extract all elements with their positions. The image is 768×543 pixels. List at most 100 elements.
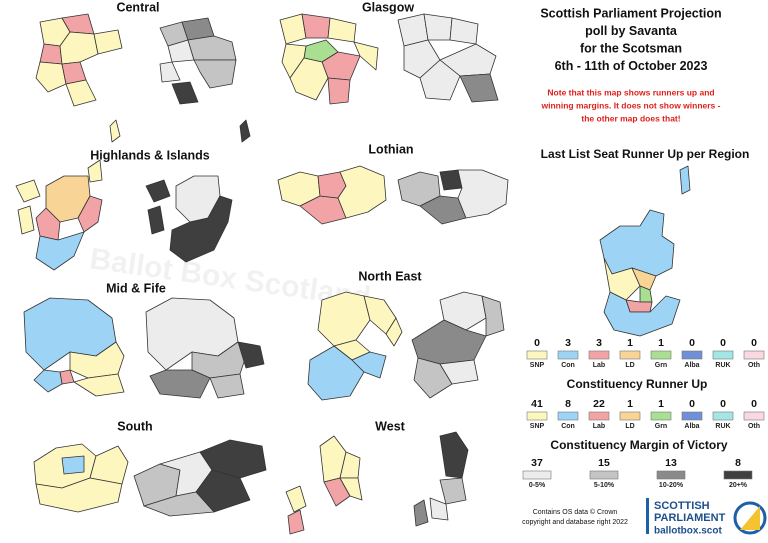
region-shape [679,165,691,195]
count: 0 [689,337,695,349]
region-shape [439,359,479,385]
region-shape [15,179,41,203]
region-shape [337,165,387,219]
region-shape [457,169,509,219]
region-shape [61,455,85,475]
region-shape [327,77,351,105]
region-shape [603,291,681,337]
party-label: Con [561,362,575,369]
region-label: Central [116,0,159,14]
region-label: Glasgow [362,0,414,14]
region-shape [17,205,35,235]
party-label: LD [625,362,634,369]
note-line: Note that this map shows runners up and [547,87,714,97]
party-label: Con [561,423,575,430]
swatch [619,411,641,421]
logo-mark [740,506,760,530]
section-heading: Last List Seat Runner Up per Region [541,147,750,161]
count: 0 [689,398,695,410]
region-shape [147,205,165,235]
count: 0 [751,398,757,410]
region-shape [59,369,75,385]
region-shape [145,179,171,203]
title-line: 6th - 11th of October 2023 [555,59,708,73]
region-shape [35,231,85,271]
swatch [557,350,579,360]
swatch [526,411,548,421]
region-shape [419,59,461,101]
swatch [557,411,579,421]
region-shape [481,295,505,337]
swatch [650,411,672,421]
region-shape [423,13,453,41]
title-line: poll by Savanta [585,24,678,38]
section-heading: Constituency Margin of Victory [550,438,727,452]
region-shape [385,317,403,347]
party-label: Lab [593,423,605,430]
region-shape [33,369,63,393]
footer-line: Contains OS data © Crown [533,508,618,516]
swatch [712,350,734,360]
party-label: SNP [530,362,545,369]
count: 3 [565,337,571,349]
region-shape [339,477,363,501]
region-shape [439,431,469,479]
section-heading: Constituency Runner Up [567,377,708,391]
swatch [526,350,548,360]
region-label: Highlands & Islands [90,148,210,162]
logo-text: PARLIAMENT [654,512,726,524]
region-shape [327,17,357,43]
swatch [522,470,552,480]
region-shape [169,195,233,263]
logo-text: ballotbox.scot [654,526,722,537]
count: 0 [720,337,726,349]
region-shape [69,341,125,379]
region-shape [459,73,499,103]
swatch [743,411,765,421]
logo-text: SCOTTISH [654,500,710,512]
region-shape [143,491,215,517]
region-shape [625,299,653,313]
region-shape [159,61,181,83]
count: 3 [596,337,602,349]
count: 1 [658,398,664,410]
swatch [743,350,765,360]
region-shape [599,209,675,277]
party-label: Oth [748,362,760,369]
logo: SCOTTISH PARLIAMENT ballotbox.scot [646,498,767,537]
region-shape [317,291,371,347]
region-shape [439,477,467,505]
region-shape [39,43,63,65]
swatch [588,350,610,360]
region-shape [89,445,129,485]
region-shape [65,79,97,107]
margin-label: 10-20% [659,482,684,489]
party-label: Alba [684,423,699,430]
party-label: SNP [530,423,545,430]
logo-bar [646,498,649,534]
count: 13 [665,457,677,469]
count: 8 [735,457,741,469]
region-shape [353,41,379,71]
swatch [712,411,734,421]
region-shape [285,485,307,513]
swatch [681,411,703,421]
region-shape [449,17,479,45]
party-label: Lab [593,362,605,369]
count: 22 [593,398,605,410]
swatch [588,411,610,421]
count: 0 [720,398,726,410]
count: 15 [598,457,610,469]
region-shape [413,499,429,527]
swatch [723,470,753,480]
count: 1 [658,337,664,349]
maps [15,13,691,535]
title: Scottish Parliament Projection poll by Sa… [540,6,721,73]
party-label: Alba [684,362,699,369]
region-shape [209,373,245,399]
margin-label: 0-5% [529,482,546,489]
legend: 0 SNP 41 SNP 3 Con 8 Con 3 Lab 22 Lab 1 LD 1 LD 1 Grn 1 Grn… [522,337,765,489]
region-shape [239,119,251,143]
region-shape [187,35,237,61]
region-shape [307,345,365,401]
